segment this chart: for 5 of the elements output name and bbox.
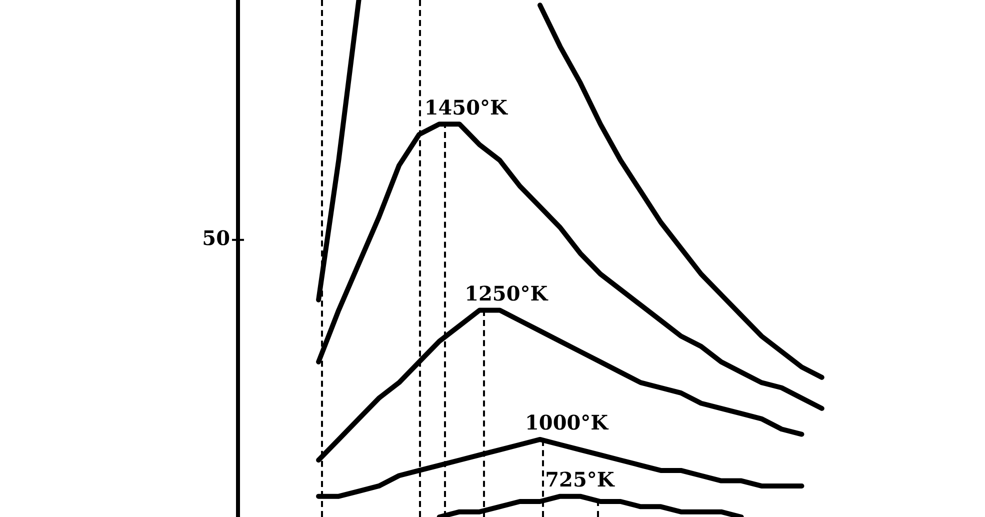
series-label: 1000°K [525,410,609,435]
series-label: 1250°K [464,281,548,306]
series-label: 1450°K [424,95,508,120]
annotation: 50 [202,226,230,250]
series-label: 725°K [545,468,615,492]
